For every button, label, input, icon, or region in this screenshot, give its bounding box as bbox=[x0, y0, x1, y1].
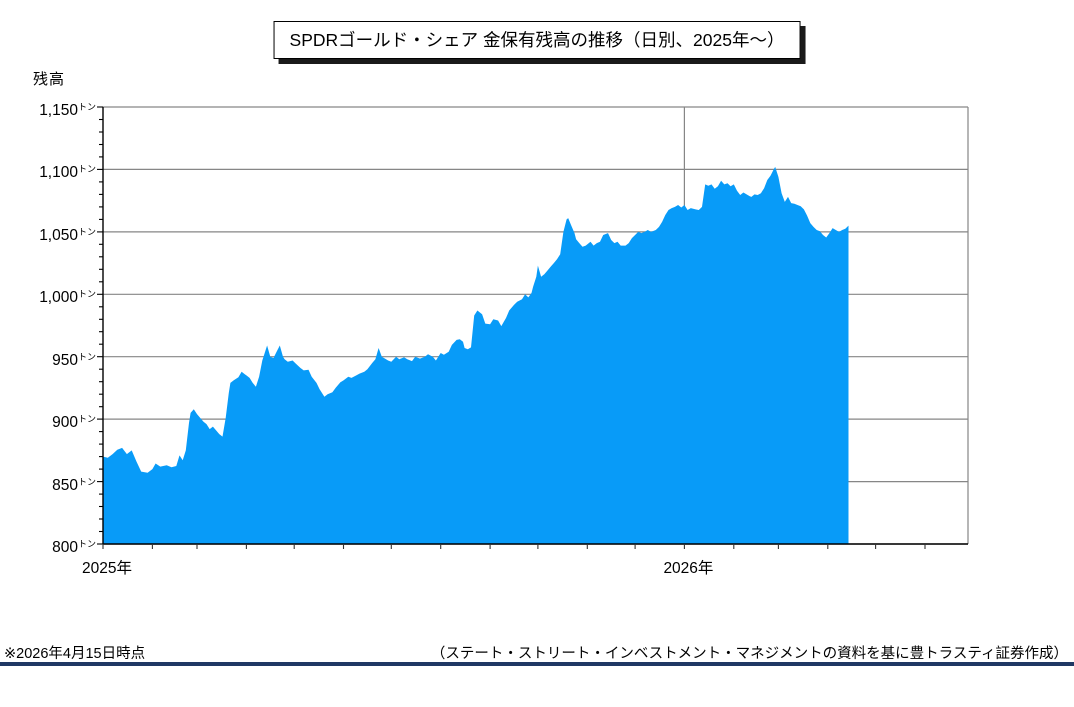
source-note: （ステート・ストリート・インベストメント・マネジメントの資料を基に豊トラスティ証… bbox=[430, 646, 1068, 662]
y-axis-title: 残高 bbox=[33, 71, 66, 88]
area-series bbox=[103, 166, 849, 544]
y-tick-label: 1,050トン bbox=[39, 226, 96, 244]
y-tick-label: 1,100トン bbox=[39, 164, 96, 182]
y-tick-label: 800トン bbox=[52, 539, 96, 556]
y-unit-label: トン bbox=[77, 539, 96, 549]
y-tick-label: 900トン bbox=[52, 414, 96, 432]
x-tick-label: 2026年 bbox=[663, 560, 714, 577]
x-tick-label: 2025年 bbox=[82, 560, 132, 577]
y-unit-label: トン bbox=[77, 289, 96, 300]
y-unit-label: トン bbox=[77, 226, 96, 237]
y-tick-label: 1,000トン bbox=[39, 289, 96, 307]
y-unit-label: トン bbox=[77, 102, 96, 112]
y-tick-label: 850トン bbox=[52, 476, 96, 494]
y-tick-label: 950トン bbox=[52, 351, 96, 369]
chart-title-box: SPDRゴールド・シェア 金保有残高の推移（日別、2025年～） bbox=[273, 21, 801, 60]
y-tick-label: 1,150トン bbox=[39, 102, 96, 119]
chart-title: SPDRゴールド・シェア 金保有残高の推移（日別、2025年～） bbox=[289, 30, 785, 50]
asof-note: ※2026年4月15日時点 bbox=[4, 646, 146, 662]
y-unit-label: トン bbox=[77, 476, 96, 487]
y-unit-label: トン bbox=[77, 414, 96, 425]
y-unit-label: トン bbox=[77, 164, 96, 175]
y-unit-label: トン bbox=[77, 351, 96, 362]
bottom-divider bbox=[0, 662, 1074, 666]
